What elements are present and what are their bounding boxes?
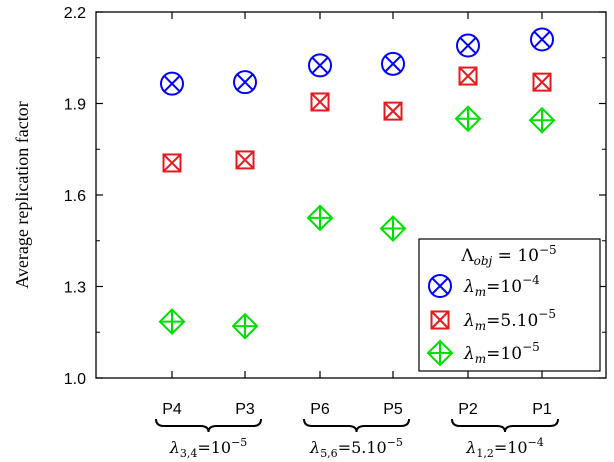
x-axis: P4 P3 P6 P5 P2 P1 — [162, 12, 552, 418]
data-point — [158, 308, 186, 335]
legend-entry-label: λm=10−5 — [463, 340, 540, 366]
marker-cross — [236, 73, 254, 91]
group-brace — [303, 418, 410, 433]
legend-marker — [426, 339, 454, 367]
marker-square — [430, 310, 450, 330]
group-brace — [155, 418, 262, 433]
marker-square — [458, 66, 478, 86]
marker-cross — [383, 101, 403, 121]
x-tick-label: P2 — [458, 401, 478, 418]
y-tick-label: 2.2 — [64, 5, 86, 22]
y-tick-label: 1.9 — [64, 97, 86, 114]
data-points — [158, 27, 556, 340]
data-point — [235, 150, 255, 170]
legend-entry-label: λm=10−4 — [463, 273, 540, 299]
marker-cross — [431, 277, 449, 295]
marker-cross — [430, 310, 450, 330]
data-point — [308, 53, 332, 78]
data-point — [528, 106, 556, 134]
marker-cross — [384, 55, 402, 73]
legend-marker — [430, 310, 450, 330]
y-axis-label: Average replication factor — [12, 101, 32, 289]
marker-cross — [459, 37, 477, 55]
data-point — [231, 312, 259, 340]
marker-circle — [381, 51, 405, 76]
data-point — [160, 71, 184, 96]
y-tick-label: 1.6 — [64, 188, 86, 205]
data-point — [381, 51, 405, 76]
marker-circle — [233, 70, 257, 95]
marker-cross — [310, 92, 330, 112]
x-tick-label: P5 — [383, 401, 403, 418]
data-point — [530, 27, 554, 52]
data-point — [532, 72, 552, 92]
marker-cross — [235, 150, 255, 170]
data-point — [456, 33, 480, 58]
x-group-braces: λ3,4=10−5 λ5,6=5.10−5 λ1,2=10−4 — [155, 418, 559, 460]
marker-circle — [428, 274, 452, 298]
marker-cross — [532, 72, 552, 92]
x-tick-label: P1 — [532, 401, 552, 418]
legend-entry-label: λm=5.10−5 — [463, 307, 556, 333]
data-point — [458, 66, 478, 86]
marker-square — [310, 92, 330, 112]
marker-cross — [163, 75, 181, 93]
data-point — [454, 105, 482, 133]
group-label: λ1,2=10−4 — [465, 436, 544, 460]
marker-circle — [456, 33, 480, 58]
plot-frame — [95, 11, 607, 379]
data-point — [306, 204, 334, 232]
data-point — [233, 70, 257, 95]
marker-circle — [530, 27, 554, 52]
group-label: λ5,6=5.10−5 — [309, 436, 403, 460]
legend: Λobj = 10−5 λm=10−4 λm=5.10−5 λm=10−5 — [418, 238, 601, 372]
group-brace — [451, 418, 559, 433]
y-tick-label: 1.0 — [64, 371, 86, 388]
y-axis: 1.0 1.3 1.6 1.9 2.2 — [64, 5, 606, 388]
marker-square — [162, 153, 182, 173]
marker-square — [532, 72, 552, 92]
data-point — [383, 101, 403, 121]
x-tick-label: P3 — [235, 401, 255, 418]
marker-circle — [308, 53, 332, 78]
group-label: λ3,4=10−5 — [169, 436, 248, 460]
x-tick-label: P6 — [310, 401, 330, 418]
marker-cross — [162, 153, 182, 173]
data-point — [310, 92, 330, 112]
data-point — [379, 215, 407, 242]
legend-marker — [428, 274, 452, 298]
legend-header: Λobj = 10−5 — [460, 243, 556, 268]
marker-circle — [160, 71, 184, 96]
x-tick-label: P4 — [162, 401, 182, 418]
marker-cross — [458, 66, 478, 86]
marker-cross — [533, 30, 551, 48]
data-point — [162, 153, 182, 173]
marker-square — [235, 150, 255, 170]
y-tick-label: 1.3 — [64, 280, 86, 297]
marker-cross — [311, 56, 329, 74]
marker-square — [383, 101, 403, 121]
